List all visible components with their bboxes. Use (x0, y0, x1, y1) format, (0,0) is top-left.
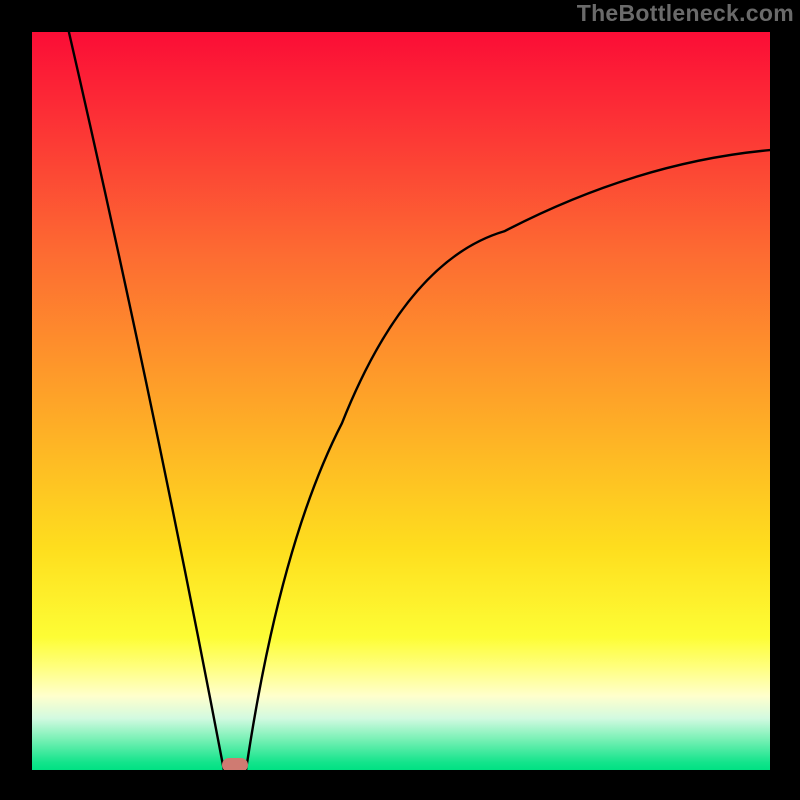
chart-plot-area (32, 32, 770, 770)
curve-right-branch (246, 150, 770, 770)
curve-left-branch (69, 32, 224, 770)
chart-minimum-marker (222, 758, 248, 770)
chart-curves-svg (32, 32, 770, 770)
chart-stage: TheBottleneck.com (0, 0, 800, 800)
watermark-text: TheBottleneck.com (577, 0, 794, 27)
